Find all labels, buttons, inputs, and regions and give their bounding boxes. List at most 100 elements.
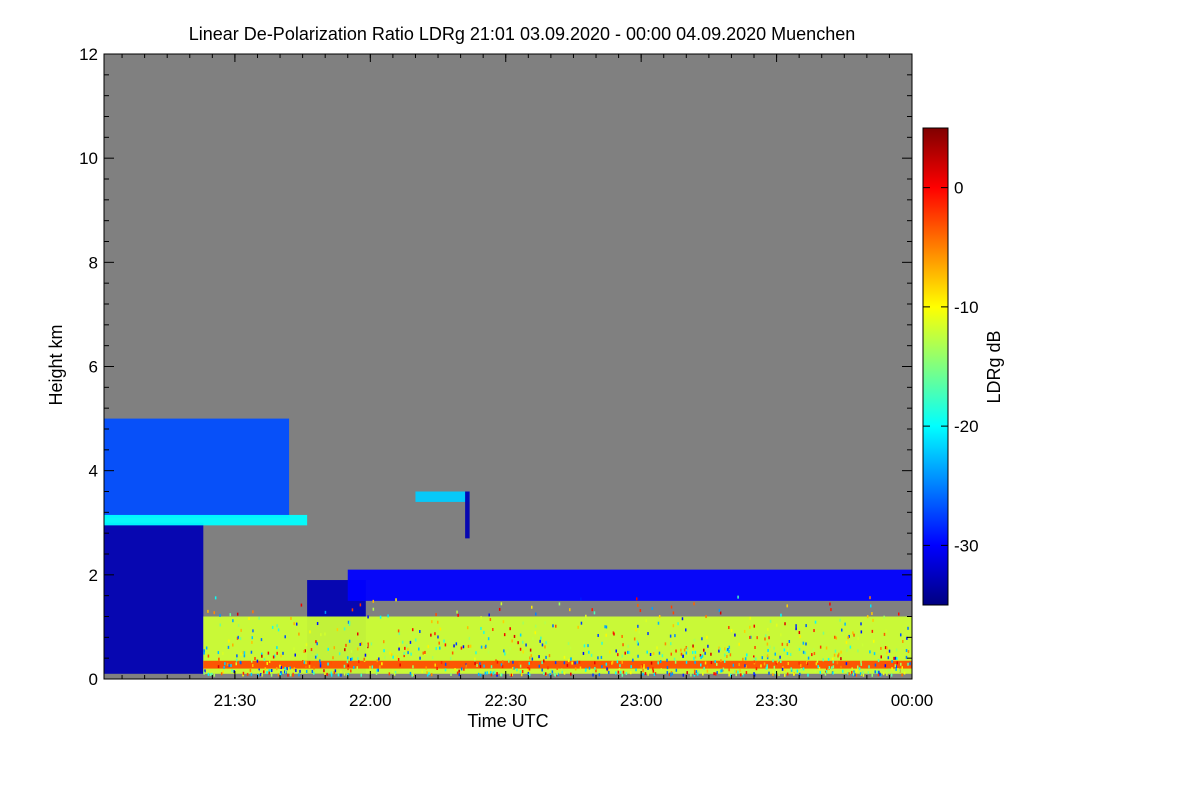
speckle: [833, 635, 836, 639]
speckle: [799, 668, 802, 672]
speckle: [327, 647, 329, 651]
speckle: [627, 644, 629, 648]
speckle: [687, 652, 690, 656]
speckle: [529, 648, 532, 652]
speckle: [657, 661, 659, 665]
speckle: [854, 673, 856, 677]
speckle: [249, 668, 252, 672]
speckle: [652, 652, 655, 656]
speckle: [824, 672, 827, 676]
speckle: [203, 651, 205, 655]
speckle: [516, 668, 518, 672]
speckle: [880, 655, 882, 659]
speckle: [753, 673, 756, 677]
speckle: [251, 640, 253, 644]
speckle: [693, 602, 695, 606]
speckle: [426, 673, 429, 677]
speckle: [316, 642, 318, 646]
speckle: [324, 610, 327, 614]
speckle: [621, 660, 623, 664]
speckle: [479, 662, 481, 666]
speckle: [850, 670, 853, 674]
speckle: [694, 655, 697, 659]
speckle: [243, 654, 246, 658]
speckle: [703, 648, 705, 652]
speckle: [240, 652, 242, 656]
speckle: [698, 670, 700, 674]
speckle: [490, 673, 493, 677]
speckle: [583, 641, 585, 645]
speckle: [410, 652, 412, 656]
speckle: [738, 663, 740, 667]
speckle: [510, 673, 513, 677]
speckle: [279, 664, 281, 668]
speckle: [308, 661, 311, 665]
speckle: [280, 671, 283, 675]
speckle: [664, 642, 667, 646]
speckle: [621, 654, 624, 658]
speckle: [705, 615, 707, 619]
speckle: [726, 654, 728, 658]
speckle: [527, 668, 529, 672]
speckle: [677, 622, 679, 626]
speckle: [764, 634, 767, 638]
speckle: [466, 626, 469, 630]
x-tick-label: 00:00: [891, 691, 934, 710]
speckle: [580, 621, 583, 625]
speckle: [463, 667, 465, 671]
speckle: [783, 648, 786, 652]
speckle: [207, 609, 209, 613]
speckle: [412, 632, 414, 636]
speckle: [412, 673, 414, 677]
speckle: [580, 597, 582, 601]
speckle: [323, 669, 325, 673]
speckle: [554, 673, 556, 677]
speckle: [902, 639, 904, 643]
speckle: [632, 658, 634, 662]
speckle: [303, 660, 306, 664]
speckle: [547, 666, 549, 670]
speckle: [503, 649, 505, 653]
speckle: [528, 667, 531, 671]
speckle: [804, 651, 806, 655]
speckle: [666, 671, 669, 675]
speckle: [773, 665, 776, 669]
speckle: [907, 650, 910, 654]
speckle: [590, 653, 593, 657]
speckle: [343, 627, 346, 631]
speckle: [229, 613, 232, 617]
speckle: [813, 629, 815, 633]
speckle: [392, 669, 394, 673]
speckle: [477, 672, 480, 676]
speckle: [303, 649, 305, 653]
speckle: [895, 648, 898, 652]
speckle: [852, 672, 855, 676]
speckle: [346, 656, 349, 660]
speckle: [366, 644, 368, 648]
speckle: [848, 634, 850, 638]
speckle: [768, 636, 770, 640]
speckle: [347, 667, 349, 671]
speckle: [788, 640, 791, 644]
speckle: [500, 663, 503, 667]
speckle: [615, 649, 617, 653]
speckle: [521, 670, 524, 674]
speckle: [264, 667, 267, 671]
speckle: [718, 608, 721, 612]
speckle: [574, 667, 577, 671]
speckle: [266, 661, 268, 665]
speckle: [615, 671, 617, 675]
speckle: [681, 617, 684, 621]
speckle: [868, 665, 870, 669]
speckle: [504, 652, 506, 656]
speckle: [392, 655, 394, 659]
speckle: [346, 673, 348, 677]
speckle: [686, 647, 689, 651]
speckle: [455, 642, 458, 646]
speckle: [324, 672, 326, 676]
speckle: [901, 666, 903, 670]
speckle: [299, 669, 301, 673]
speckle: [395, 598, 397, 602]
speckle: [407, 647, 409, 651]
speckle: [242, 673, 244, 677]
